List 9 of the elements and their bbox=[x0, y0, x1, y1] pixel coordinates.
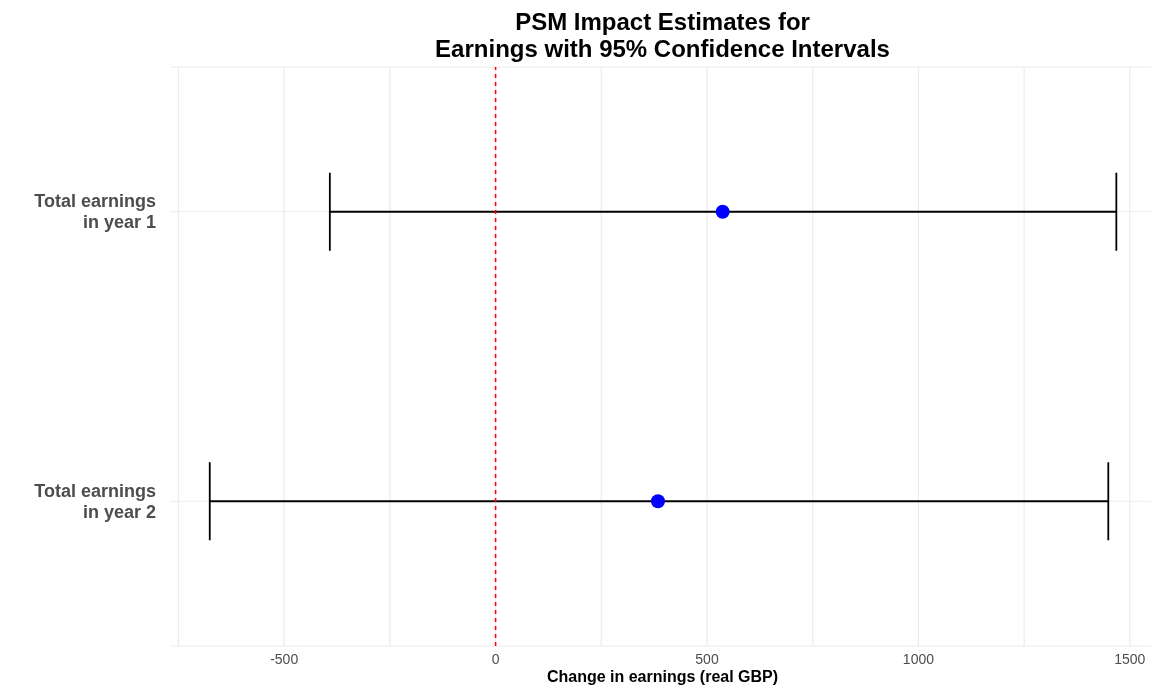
chart-title: PSM Impact Estimates for Earnings with 95% Confidence Intervals bbox=[434, 8, 891, 62]
x-tick-label: 1500 bbox=[1114, 650, 1146, 667]
y-tick-label: Total earnings in year 1 bbox=[34, 191, 156, 233]
x-tick-label: 0 bbox=[491, 650, 500, 667]
x-axis-title: Change in earnings (real GBP) bbox=[545, 668, 780, 686]
x-tick-label: -500 bbox=[270, 650, 299, 667]
x-tick-label: 1000 bbox=[902, 650, 935, 667]
x-tick-label: 500 bbox=[695, 650, 719, 667]
y-tick-label: Total earnings in year 2 bbox=[34, 480, 156, 522]
